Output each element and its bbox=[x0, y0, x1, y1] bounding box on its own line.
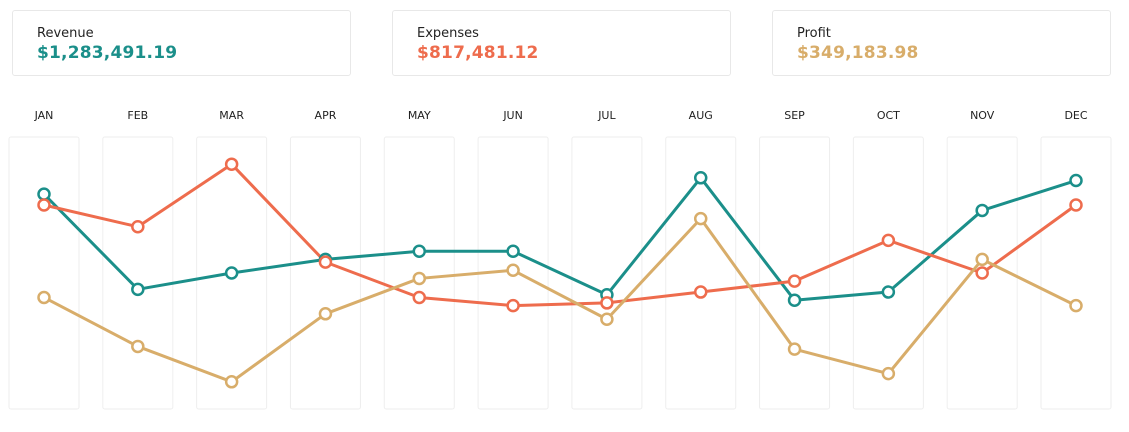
profit-label: Profit bbox=[797, 26, 831, 41]
data-point-revenue-mar[interactable] bbox=[224, 266, 239, 280]
data-point-revenue-dec[interactable] bbox=[1069, 173, 1083, 188]
month-label-may: MAY bbox=[408, 109, 431, 122]
series-line-revenue bbox=[42, 176, 1077, 302]
data-point-profit-jan[interactable] bbox=[37, 290, 51, 305]
data-point-expenses-may[interactable] bbox=[412, 290, 427, 305]
profit-value: $349,183.98 bbox=[797, 43, 919, 63]
data-point-profit-dec[interactable] bbox=[1069, 298, 1083, 313]
data-point-expenses-jun[interactable] bbox=[506, 298, 520, 313]
month-label-nov: NOV bbox=[970, 109, 995, 122]
data-point-revenue-aug[interactable] bbox=[693, 171, 708, 185]
data-point-profit-nov[interactable] bbox=[975, 252, 989, 267]
data-point-expenses-sep[interactable] bbox=[787, 274, 802, 288]
data-point-profit-aug[interactable] bbox=[693, 211, 708, 226]
series-line-expenses bbox=[43, 162, 1077, 308]
data-point-expenses-aug[interactable] bbox=[693, 285, 708, 299]
data-point-profit-jun[interactable] bbox=[506, 263, 520, 278]
month-label-feb: FEB bbox=[127, 109, 148, 122]
data-point-expenses-jul[interactable] bbox=[600, 296, 614, 310]
month-label-oct: OCT bbox=[877, 109, 900, 122]
month-column-aug bbox=[665, 136, 737, 410]
month-label-mar: MAR bbox=[219, 109, 244, 122]
profit-card: Profit $349,183.98 bbox=[772, 10, 1111, 76]
data-point-profit-oct[interactable] bbox=[881, 366, 896, 381]
data-point-profit-feb[interactable] bbox=[131, 339, 145, 354]
expenses-card: Expenses $817,481.12 bbox=[392, 10, 731, 76]
month-label-sep: SEP bbox=[784, 109, 805, 122]
data-point-expenses-apr[interactable] bbox=[318, 255, 333, 269]
month-label-jan: JAN bbox=[34, 109, 54, 122]
revenue-card: Revenue $1,283,491.19 bbox=[12, 10, 351, 76]
month-column-jul bbox=[571, 136, 643, 410]
month-label-aug: AUG bbox=[689, 109, 713, 122]
data-point-profit-mar[interactable] bbox=[224, 375, 239, 389]
data-point-expenses-dec[interactable] bbox=[1069, 198, 1083, 212]
revenue-value: $1,283,491.19 bbox=[37, 43, 178, 63]
month-column-sep bbox=[759, 136, 831, 410]
data-point-revenue-may[interactable] bbox=[412, 244, 427, 258]
series-line-profit bbox=[43, 217, 1077, 384]
month-label-jul: JUL bbox=[597, 109, 616, 122]
month-label-apr: APR bbox=[315, 109, 337, 122]
data-point-profit-sep[interactable] bbox=[787, 342, 802, 356]
data-point-revenue-sep[interactable] bbox=[787, 293, 802, 307]
data-point-profit-jul[interactable] bbox=[600, 312, 614, 326]
expenses-label: Expenses bbox=[417, 26, 479, 41]
data-point-profit-may[interactable] bbox=[412, 271, 427, 286]
data-point-expenses-oct[interactable] bbox=[881, 233, 896, 248]
data-point-expenses-nov[interactable] bbox=[975, 266, 989, 280]
data-point-revenue-jan[interactable] bbox=[37, 187, 51, 201]
data-point-expenses-feb[interactable] bbox=[131, 220, 145, 234]
month-column-jan bbox=[8, 136, 80, 410]
data-point-revenue-feb[interactable] bbox=[131, 282, 145, 297]
data-point-revenue-oct[interactable] bbox=[881, 285, 896, 299]
month-label-jun: JUN bbox=[502, 109, 523, 122]
data-point-profit-apr[interactable] bbox=[318, 307, 333, 321]
month-column-feb bbox=[102, 136, 174, 410]
expenses-value: $817,481.12 bbox=[417, 43, 539, 63]
data-point-revenue-nov[interactable] bbox=[975, 203, 989, 218]
month-column-apr bbox=[289, 136, 361, 410]
month-column-oct bbox=[852, 136, 924, 410]
month-column-dec bbox=[1040, 136, 1112, 410]
data-point-expenses-mar[interactable] bbox=[224, 157, 239, 171]
revenue-label: Revenue bbox=[37, 26, 94, 41]
data-point-revenue-jun[interactable] bbox=[506, 244, 520, 258]
month-label-dec: DEC bbox=[1064, 109, 1087, 122]
data-point-expenses-jan[interactable] bbox=[37, 198, 51, 212]
